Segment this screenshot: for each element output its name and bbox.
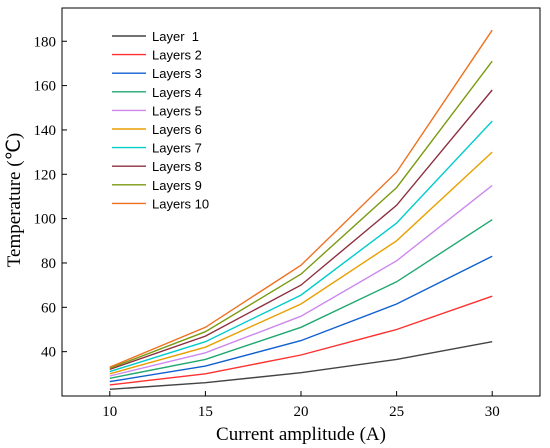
- x-tick-label: 30: [485, 404, 500, 420]
- x-tick-label: 20: [294, 404, 309, 420]
- y-tick-label: 180: [34, 34, 57, 50]
- legend-label-10: Layers 10: [152, 196, 209, 211]
- x-tick-label: 10: [102, 404, 117, 420]
- y-tick-label: 160: [34, 79, 57, 95]
- y-axis-title: Temperature (℃): [4, 133, 25, 267]
- legend-label-2: Layers 2: [152, 48, 202, 63]
- y-tick-label: 80: [41, 256, 56, 272]
- y-tick-label: 120: [34, 167, 57, 183]
- legend-label-1: Layer 1: [152, 29, 199, 44]
- legend-label-8: Layers 8: [152, 159, 202, 174]
- series-line-8: [109, 89, 493, 371]
- series-line-10: [109, 29, 493, 368]
- legend-label-4: Layers 4: [152, 85, 202, 100]
- series-line-2: [109, 295, 493, 386]
- x-axis: 10 15 20 25 30: [102, 391, 500, 420]
- y-tick-label: 100: [34, 212, 57, 228]
- y-tick-label: 60: [41, 300, 56, 316]
- series-line-3: [109, 255, 493, 383]
- series-line-4: [109, 219, 493, 379]
- series-line-5: [109, 184, 493, 377]
- series-line-1: [109, 341, 493, 390]
- legend-label-6: Layers 6: [152, 122, 202, 137]
- legend-label-3: Layers 3: [152, 66, 202, 81]
- legend-label-9: Layers 9: [152, 178, 202, 193]
- legend-label-5: Layers 5: [152, 103, 202, 118]
- legend-label-7: Layers 7: [152, 141, 202, 156]
- series-line-9: [109, 60, 493, 369]
- x-tick-label: 15: [198, 404, 213, 420]
- series-lines: [109, 29, 493, 390]
- y-tick-label: 40: [41, 345, 56, 361]
- legend: Layer 1 Layers 2 Layers 3 Layers 4 Layers 5 L…: [112, 29, 209, 211]
- series-line-7: [109, 120, 493, 373]
- x-tick-label: 25: [389, 404, 404, 420]
- x-axis-title: Current amplitude (A): [216, 424, 386, 445]
- y-tick-label: 140: [34, 123, 57, 139]
- y-axis: 40 60 80 100 120 140 160 180: [34, 34, 67, 361]
- series-line-6: [109, 151, 493, 375]
